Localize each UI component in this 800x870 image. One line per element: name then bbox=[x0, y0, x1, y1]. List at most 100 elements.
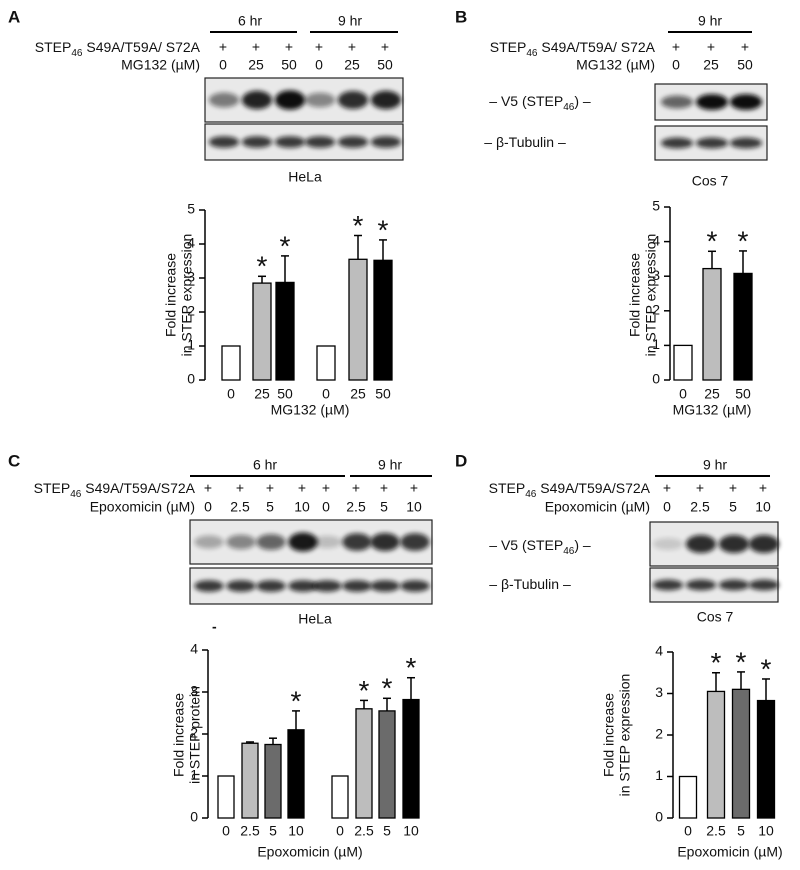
band bbox=[274, 90, 306, 110]
band bbox=[370, 90, 402, 110]
text-part: STEP bbox=[34, 480, 71, 496]
x-axis-label: MG132 (µM) bbox=[673, 402, 752, 418]
lane-dose: 50 bbox=[281, 57, 297, 73]
treatment-label: Epoxomicin (µM) bbox=[545, 499, 650, 515]
band bbox=[729, 94, 763, 110]
band bbox=[400, 580, 430, 592]
bar bbox=[373, 259, 393, 381]
significance: * bbox=[257, 251, 268, 282]
lane-dose: 0 bbox=[204, 499, 212, 515]
band bbox=[241, 136, 273, 148]
y-axis-label: Fold increase bbox=[171, 693, 187, 777]
band bbox=[660, 95, 694, 109]
lane-plus: + bbox=[380, 480, 388, 496]
band bbox=[718, 534, 750, 554]
x-axis-label: Epoxomicin (µM) bbox=[257, 844, 362, 860]
y-tick-label: 4 bbox=[655, 643, 663, 659]
lane-plus: + bbox=[322, 480, 330, 496]
lane-plus: + bbox=[663, 480, 671, 496]
bar bbox=[378, 710, 396, 819]
text-part: S49A/T59A/S72A bbox=[81, 480, 195, 496]
significance: * bbox=[359, 675, 370, 706]
x-tick-label: 2.5 bbox=[706, 823, 726, 839]
y-tick-label: 4 bbox=[187, 235, 195, 251]
lane-dose: 25 bbox=[344, 57, 360, 73]
y-tick-label: 0 bbox=[652, 371, 660, 387]
text-part: – β-Tubulin – bbox=[489, 576, 571, 592]
lane-dose: 5 bbox=[266, 499, 274, 515]
band bbox=[337, 136, 369, 148]
x-tick-label: 5 bbox=[737, 823, 745, 839]
significance: * bbox=[711, 647, 722, 678]
lane-dose: 50 bbox=[737, 57, 753, 73]
band bbox=[748, 579, 780, 591]
y-axis-label: Fold increase bbox=[627, 253, 643, 337]
bar bbox=[221, 345, 241, 381]
lane-dose: 10 bbox=[294, 499, 310, 515]
bar bbox=[241, 742, 259, 819]
y-tick-label: 3 bbox=[190, 683, 198, 699]
time-label: 9 hr bbox=[378, 457, 402, 473]
x-tick-label: 25 bbox=[254, 386, 270, 402]
lane-dose: 25 bbox=[248, 57, 264, 73]
text-part: 46 bbox=[526, 48, 538, 59]
lane-dose: 0 bbox=[219, 57, 227, 73]
band bbox=[256, 580, 286, 592]
lane-dose: 2.5 bbox=[346, 499, 366, 515]
time-label: 9 hr bbox=[698, 13, 722, 29]
y-tick-label: 2 bbox=[655, 726, 663, 742]
x-tick-label: 0 bbox=[679, 386, 687, 402]
y-tick-label: 3 bbox=[655, 684, 663, 700]
y-tick-label: 1 bbox=[187, 337, 195, 353]
bar bbox=[702, 267, 722, 381]
lane-dose: 5 bbox=[729, 499, 737, 515]
lane-plus: + bbox=[298, 480, 306, 496]
bar bbox=[733, 272, 753, 381]
lane-plus: + bbox=[381, 39, 389, 55]
y-tick-label: 3 bbox=[652, 267, 660, 283]
band bbox=[337, 90, 369, 110]
bar bbox=[402, 698, 420, 819]
cell-line: HeLa bbox=[288, 169, 322, 185]
band bbox=[241, 90, 273, 110]
bar bbox=[673, 344, 693, 381]
y-tick-label: 3 bbox=[187, 269, 195, 285]
bar bbox=[316, 345, 336, 381]
significance: * bbox=[280, 230, 291, 261]
time-label: 9 hr bbox=[703, 457, 727, 473]
bar bbox=[252, 282, 272, 381]
band bbox=[660, 137, 694, 149]
cell-line: Cos 7 bbox=[692, 173, 729, 189]
y-axis-label: in STEP expression bbox=[643, 234, 659, 357]
text-part: S49A/T59A/ S72A bbox=[82, 39, 200, 55]
x-tick-label: 50 bbox=[735, 386, 751, 402]
lane-plus: + bbox=[729, 480, 737, 496]
lane-dose: 50 bbox=[377, 57, 393, 73]
band bbox=[685, 579, 717, 591]
bar bbox=[287, 729, 305, 819]
y-tick-label: 1 bbox=[655, 767, 663, 783]
x-axis-label: MG132 (µM) bbox=[271, 402, 350, 418]
stray-mark: - bbox=[212, 619, 217, 635]
significance: * bbox=[761, 653, 772, 684]
band bbox=[312, 535, 342, 549]
x-tick-label: 25 bbox=[350, 386, 366, 402]
text-part: 46 bbox=[525, 489, 537, 500]
y-axis-label: Fold increase bbox=[601, 693, 617, 777]
lane-plus: + bbox=[672, 39, 680, 55]
bar bbox=[756, 699, 776, 819]
band bbox=[400, 533, 430, 551]
construct-label: STEP46 S49A/T59A/ S72A bbox=[490, 39, 656, 59]
x-tick-label: 2.5 bbox=[240, 823, 260, 839]
x-tick-label: 25 bbox=[704, 386, 720, 402]
bar bbox=[275, 281, 295, 381]
bar bbox=[355, 708, 373, 819]
time-label: 6 hr bbox=[238, 13, 262, 29]
lane-dose: 10 bbox=[755, 499, 771, 515]
band bbox=[194, 580, 224, 592]
significance: * bbox=[736, 646, 747, 677]
band bbox=[370, 580, 400, 592]
construct-label: STEP46 S49A/T59A/S72A bbox=[34, 480, 196, 500]
y-tick-label: 2 bbox=[187, 303, 195, 319]
band bbox=[194, 535, 224, 549]
